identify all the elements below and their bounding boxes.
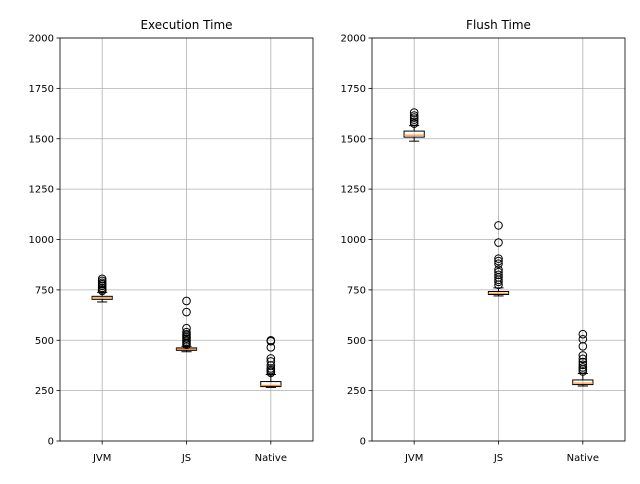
y-tick-label: 1250	[341, 185, 366, 196]
outlier-point	[182, 329, 191, 339]
y-tick-label: 1000	[341, 235, 366, 246]
outlier-point	[494, 277, 503, 287]
outlier-point	[494, 267, 503, 277]
outlier-point	[578, 329, 588, 339]
outlier-point	[409, 111, 419, 120]
execution-time-panel: 0 250 500 750 1000 1250 1500 1750 2000 JVM JS Nativ…	[29, 18, 314, 464]
y-tick-label: 0	[48, 437, 54, 448]
y-tick-label: 750	[35, 285, 54, 296]
outlier-point	[578, 367, 588, 376]
y-tick-label: 1250	[29, 185, 54, 196]
outlier-point	[494, 259, 503, 268]
outlier-point	[494, 265, 503, 275]
y-tick-label: 1500	[341, 134, 366, 145]
y-tick-label: 500	[35, 336, 54, 347]
outlier-point	[97, 274, 107, 284]
y-tick-label: 1750	[341, 84, 366, 95]
outlier-point	[494, 254, 503, 263]
x-tick-label: JVM	[404, 453, 423, 464]
y-tick-label: 1750	[29, 84, 54, 95]
outlier-point	[409, 113, 419, 122]
outlier-point	[266, 354, 276, 363]
chart-title: Flush Time	[466, 18, 531, 32]
outlier-point	[266, 361, 276, 370]
x-tick-label: Native	[255, 453, 287, 464]
outlier-point	[578, 357, 588, 367]
y-tick-label: 250	[35, 386, 54, 397]
outlier-point	[266, 343, 276, 352]
flush-time-panel: 0 250 500 750 1000 1250 1500 1750 2000 JVM JS Nativ…	[341, 18, 626, 464]
y-tick-label: 0	[360, 437, 366, 448]
outlier-point	[97, 278, 107, 288]
x-tick-label: JVM	[92, 453, 111, 464]
y-tick-label: 1500	[29, 134, 54, 145]
iqr-box	[260, 381, 282, 388]
outlier-point	[494, 221, 503, 230]
outlier-point	[409, 108, 419, 117]
outlier-point	[409, 115, 419, 124]
y-tick-label: 750	[347, 285, 366, 296]
y-tick-label: 250	[347, 386, 366, 397]
chart-title: Execution Time	[140, 18, 232, 32]
y-tick-label: 500	[347, 336, 366, 347]
outlier-point	[578, 341, 588, 351]
axes-frame	[371, 37, 626, 442]
outlier-point	[578, 363, 588, 372]
x-tick-label: JS	[493, 453, 503, 464]
box-js	[175, 296, 198, 353]
outlier-point	[494, 270, 503, 280]
x-tick-label: JS	[181, 453, 191, 464]
outlier-point	[578, 354, 588, 364]
outlier-point	[182, 307, 191, 317]
box-js	[487, 221, 510, 297]
outlier-point	[182, 296, 191, 306]
box-native	[260, 335, 282, 388]
outlier-point	[182, 323, 191, 333]
outlier-point	[578, 360, 588, 370]
outlier-point	[409, 117, 419, 126]
iqr-box	[572, 379, 594, 386]
outlier-point	[97, 276, 107, 286]
outlier-point	[266, 335, 276, 345]
box-jvm	[91, 274, 113, 303]
box-native	[572, 329, 594, 387]
outlier-point	[494, 238, 503, 247]
box-jvm	[403, 108, 425, 142]
x-tick-label: Native	[567, 453, 599, 464]
outlier-point	[182, 327, 191, 337]
y-tick-label: 1000	[29, 235, 54, 246]
outlier-point	[578, 334, 588, 344]
y-tick-label: 2000	[341, 34, 366, 45]
axes-frame	[59, 37, 314, 442]
iqr-box	[403, 130, 425, 138]
outlier-point	[266, 357, 276, 366]
outlier-point	[494, 256, 503, 266]
outlier-point	[266, 364, 276, 373]
outlier-point	[578, 351, 588, 360]
outlier-point	[97, 283, 107, 293]
y-tick-label: 2000	[29, 34, 54, 45]
